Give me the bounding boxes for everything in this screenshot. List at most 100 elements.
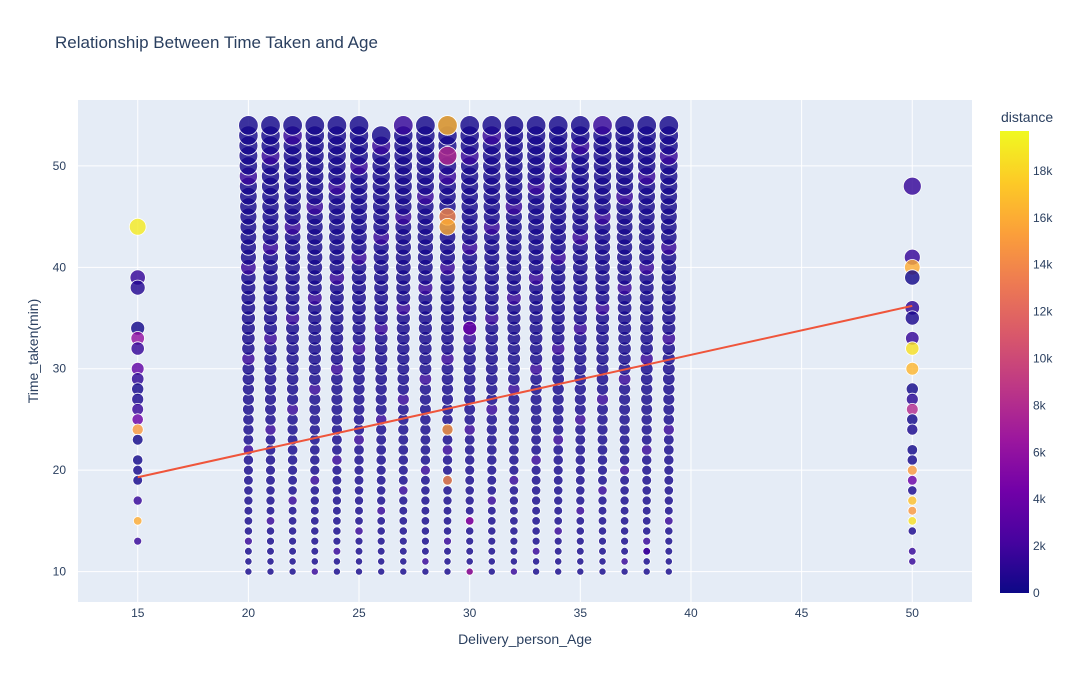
scatter-point [353, 464, 365, 476]
colorbar-tick-label: 12k [1033, 305, 1053, 319]
scatter-point [310, 516, 320, 526]
scatter-point [310, 557, 319, 566]
scatter-point [531, 505, 541, 516]
y-tick-label: 10 [53, 565, 67, 579]
scatter-point [265, 474, 276, 486]
scatter-point [310, 546, 320, 556]
colorbar-tick-label: 8k [1033, 398, 1047, 412]
scatter-point [642, 516, 652, 526]
scatter-point [442, 516, 453, 526]
scatter-point [530, 485, 542, 496]
scatter-point [662, 423, 675, 436]
scatter-point [464, 464, 476, 476]
scatter-point [620, 546, 629, 556]
scatter-point [353, 444, 365, 456]
scatter-point [548, 115, 569, 136]
scatter-point [353, 485, 365, 496]
scatter-point [265, 495, 276, 506]
scatter-point [397, 474, 409, 486]
scatter-point [243, 505, 254, 516]
scatter-point [132, 474, 144, 486]
scatter-point [530, 444, 542, 456]
scatter-point [619, 485, 630, 496]
scatter-point [442, 526, 453, 536]
scatter-point [443, 536, 452, 546]
scatter-point [354, 546, 364, 556]
scatter-point [908, 557, 917, 566]
scatter-point [130, 341, 145, 356]
scatter-point [597, 526, 608, 536]
scatter-point [553, 526, 563, 536]
scatter-point [287, 516, 298, 526]
scatter-point [238, 115, 259, 136]
scatter-point [575, 505, 586, 516]
scatter-point [131, 413, 144, 426]
scatter-point [619, 526, 630, 536]
scatter-point [331, 444, 343, 456]
scatter-point [354, 567, 363, 576]
scatter-point [465, 536, 475, 546]
scatter-point [310, 536, 320, 546]
scatter-point [332, 505, 342, 516]
scatter-point [398, 526, 408, 536]
scatter-point [332, 536, 342, 546]
scatter-point [509, 536, 519, 546]
scatter-point [288, 557, 297, 566]
scatter-point [642, 526, 652, 536]
colorbar-tick-label: 16k [1033, 211, 1053, 225]
scatter-point [332, 526, 342, 536]
scatter-point [485, 423, 498, 436]
scatter-point [906, 464, 918, 476]
scatter-point [906, 474, 918, 486]
colorbar-tick-label: 0 [1033, 586, 1040, 600]
scatter-point [904, 310, 920, 326]
scatter-point [441, 423, 454, 436]
scatter-point [553, 505, 563, 516]
scatter-point [243, 495, 254, 506]
y-tick-label: 30 [53, 362, 67, 376]
scatter-point [376, 526, 386, 536]
x-tick-label: 30 [463, 606, 477, 620]
colorbar-tick-label: 6k [1033, 445, 1047, 459]
scatter-point [464, 485, 475, 496]
colorbar: distance 0 2k 4k 6k 8k 10k 12k 14k 16k 18k [1000, 109, 1053, 600]
scatter-point [421, 546, 430, 556]
scatter-point [243, 516, 254, 526]
scatter-point [575, 546, 585, 556]
scatter-point [420, 485, 431, 496]
scatter-point [438, 218, 457, 236]
scatter-point [905, 361, 920, 376]
scatter-point [663, 505, 674, 516]
scatter-point [598, 557, 607, 566]
scatter-point [575, 526, 585, 536]
scatter-point [419, 433, 432, 446]
colorbar-tick-label: 2k [1033, 539, 1047, 553]
scatter-point [287, 505, 298, 516]
scatter-point [465, 567, 474, 576]
scatter-point [619, 474, 630, 486]
scatter-point [530, 433, 542, 446]
scatter-point [576, 557, 585, 566]
scatter-point [487, 516, 497, 526]
scatter-point [443, 567, 452, 576]
x-tick-label: 20 [242, 606, 256, 620]
scatter-point [509, 546, 519, 556]
scatter-point [663, 495, 674, 506]
scatter-point [398, 495, 409, 506]
scatter-point [597, 485, 608, 496]
scatter-point [640, 423, 653, 436]
scatter-point [481, 115, 503, 136]
scatter-point [398, 546, 408, 556]
scatter-point [485, 433, 498, 446]
scatter-point [377, 567, 386, 576]
scatter-point [664, 567, 673, 576]
scatter-point [553, 495, 564, 506]
scatter-point [503, 115, 525, 136]
scatter-point [133, 536, 143, 546]
scatter-point [376, 536, 386, 546]
scatter-point [375, 474, 387, 486]
scatter-point [397, 464, 409, 476]
scatter-point [906, 444, 919, 456]
